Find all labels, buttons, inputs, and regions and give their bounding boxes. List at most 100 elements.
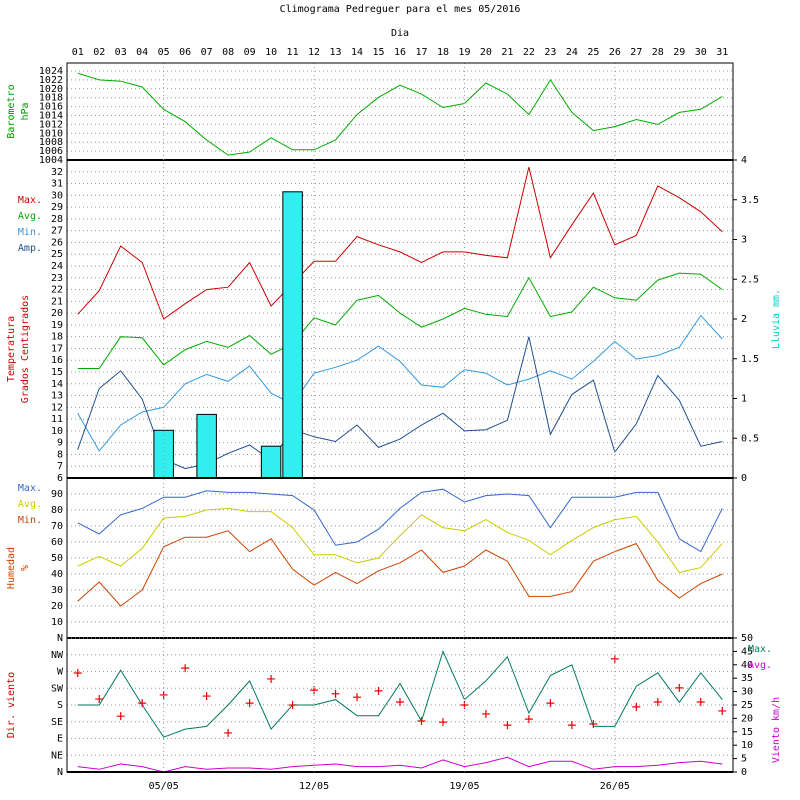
legend-label: Avg. <box>18 499 42 510</box>
day-label: 09 <box>244 47 256 58</box>
y2-tick-label: 2 <box>741 314 747 325</box>
y-tick-label: 30 <box>51 585 63 596</box>
direction-marker <box>567 721 576 730</box>
x-axis-title: Dia <box>391 28 409 39</box>
direction-marker <box>138 699 147 708</box>
y2-tick-label: 35 <box>741 673 753 684</box>
direction-marker <box>546 699 555 708</box>
y-axis-title: Barometro <box>6 84 17 138</box>
direction-marker <box>396 698 404 707</box>
y-axis-title: Grados Centigrados <box>20 295 31 403</box>
day-label: 29 <box>673 47 685 58</box>
day-label: 03 <box>115 47 127 58</box>
y-tick-label: N <box>57 767 63 778</box>
day-label: 11 <box>287 47 299 58</box>
y-tick-label: 1008 <box>39 137 63 148</box>
day-label: 31 <box>716 47 728 58</box>
y-tick-label: 28 <box>51 214 63 225</box>
direction-marker <box>95 695 104 704</box>
x-date-label: 19/05 <box>449 781 479 792</box>
y2-tick-label: 40 <box>741 660 753 671</box>
y-tick-label: 1014 <box>39 111 63 122</box>
day-label: 16 <box>394 47 406 58</box>
line <box>77 488 723 553</box>
day-label: 24 <box>566 47 578 58</box>
y2-tick-label: 1.5 <box>741 354 759 365</box>
y-tick-label: 40 <box>51 569 63 580</box>
y2-tick-label: 2.5 <box>741 274 759 285</box>
day-label: 08 <box>222 47 234 58</box>
day-label: 07 <box>201 47 213 58</box>
y-tick-label: 1004 <box>39 155 63 166</box>
day-label: 25 <box>587 47 599 58</box>
y-axis-title: Dir. viento <box>6 672 17 738</box>
direction-marker <box>438 718 447 727</box>
y2-tick-label: 3.5 <box>741 195 759 206</box>
y-tick-label: 1024 <box>39 66 63 77</box>
direction-marker <box>202 692 211 701</box>
y-tick-label: 10 <box>51 426 63 437</box>
day-label: 01 <box>72 47 84 58</box>
y-tick-label: 1018 <box>39 93 63 104</box>
y-tick-label: 20 <box>51 601 63 612</box>
direction-marker <box>159 690 168 699</box>
y-tick-label: 12 <box>51 402 63 413</box>
y-tick-label: 14 <box>51 379 63 390</box>
y-axis-title: % <box>20 565 31 571</box>
y-tick-label: 25 <box>51 249 63 260</box>
direction-marker <box>224 728 233 737</box>
y2-tick-label: 45 <box>741 646 753 657</box>
day-label: 23 <box>544 47 556 58</box>
day-label: 15 <box>372 47 384 58</box>
y2-tick-label: 25 <box>741 700 753 711</box>
y-tick-label: 9 <box>57 438 63 449</box>
y-tick-label: 31 <box>51 179 63 190</box>
y2-tick-label: 20 <box>741 713 753 724</box>
line <box>77 166 723 320</box>
y-tick-label: 17 <box>51 343 63 354</box>
direction-marker <box>181 664 190 673</box>
y-tick-label: 7 <box>57 461 63 472</box>
y-tick-label: 80 <box>51 505 63 516</box>
y2-tick-label: 0.5 <box>741 433 759 444</box>
y-tick-label: 11 <box>51 414 63 425</box>
y-tick-label: W <box>57 667 64 678</box>
y-tick-label: 15 <box>51 367 63 378</box>
legend-label: Min. <box>18 227 42 238</box>
y-tick-label: 24 <box>51 261 63 272</box>
rain-bar <box>153 429 174 479</box>
legend-label: Amp. <box>18 243 42 254</box>
legend-label: Avg. <box>748 660 772 671</box>
chart-title: Climograma Pedreguer para el mes 05/2016 <box>280 4 521 15</box>
direction-marker <box>288 701 297 709</box>
y-tick-label: 32 <box>51 167 63 178</box>
y-tick-label: 21 <box>51 296 63 307</box>
x-date-label: 26/05 <box>600 781 630 792</box>
legend-label: Max. <box>18 483 42 494</box>
direction-marker <box>481 709 490 718</box>
y-tick-label: 26 <box>51 237 63 248</box>
line <box>77 649 723 738</box>
day-label: 18 <box>437 47 449 58</box>
legend-label: Min. <box>18 515 42 526</box>
day-label: 02 <box>93 47 105 58</box>
direction-marker <box>675 683 684 692</box>
direction-marker <box>267 674 276 683</box>
y2-tick-label: 15 <box>741 727 753 738</box>
line <box>77 72 723 156</box>
y-tick-label: 70 <box>51 521 63 532</box>
y-tick-label: 16 <box>51 355 63 366</box>
y-tick-label: 1016 <box>39 102 63 113</box>
y-tick-label: 50 <box>51 553 63 564</box>
y-tick-label: 90 <box>51 489 63 500</box>
y2-tick-label: 1 <box>741 394 747 405</box>
line <box>77 314 723 452</box>
day-label: 06 <box>179 47 191 58</box>
y-tick-label: 1020 <box>39 84 63 95</box>
y-tick-label: 30 <box>51 190 63 201</box>
y2-tick-label: 0 <box>741 767 747 778</box>
y2-tick-label: 3 <box>741 235 747 246</box>
day-label: 28 <box>652 47 664 58</box>
direction-marker <box>331 689 340 698</box>
